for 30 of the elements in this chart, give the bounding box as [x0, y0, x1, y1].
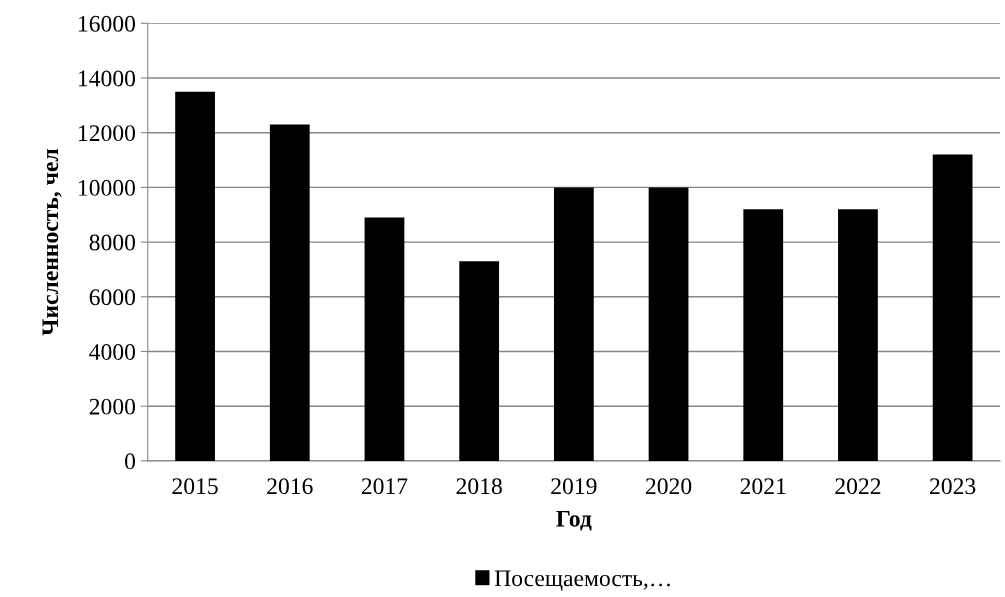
bar: [648, 187, 689, 461]
x-tick-label: 2020: [645, 478, 692, 495]
bar: [364, 217, 405, 461]
y-tick-label: 12000: [78, 125, 136, 142]
x-tick-label: 2015: [172, 478, 218, 495]
y-tick-label: 8000: [89, 234, 136, 251]
y-tick-label: 6000: [89, 289, 136, 306]
x-tick-label: 2018: [456, 478, 502, 495]
x-tick-label: 2021: [740, 478, 786, 495]
bar: [932, 154, 973, 461]
y-tick-label: 4000: [89, 343, 136, 360]
y-tick-label: 10000: [78, 179, 136, 196]
bar: [175, 91, 215, 461]
x-tick-label: 2017: [361, 478, 408, 495]
y-tick-label: 2000: [89, 398, 136, 415]
y-tick-label: 16000: [78, 15, 136, 32]
x-tick-label: 2019: [551, 478, 597, 495]
bar: [838, 209, 878, 461]
x-axis-title: Год: [556, 511, 592, 531]
x-tick-label: 2016: [267, 478, 313, 495]
x-tick-label: 2023: [930, 478, 976, 495]
bar: [269, 124, 310, 461]
x-tick-label: 2022: [835, 478, 881, 495]
bar: [553, 187, 594, 461]
legend-label: Посещаемость,…: [494, 570, 670, 591]
bar: [743, 209, 784, 461]
bar: [459, 261, 500, 461]
y-tick-label: 14000: [78, 70, 136, 87]
y-tick-label: 0: [125, 453, 136, 470]
y-axis-title: Численность, чел: [42, 148, 62, 336]
